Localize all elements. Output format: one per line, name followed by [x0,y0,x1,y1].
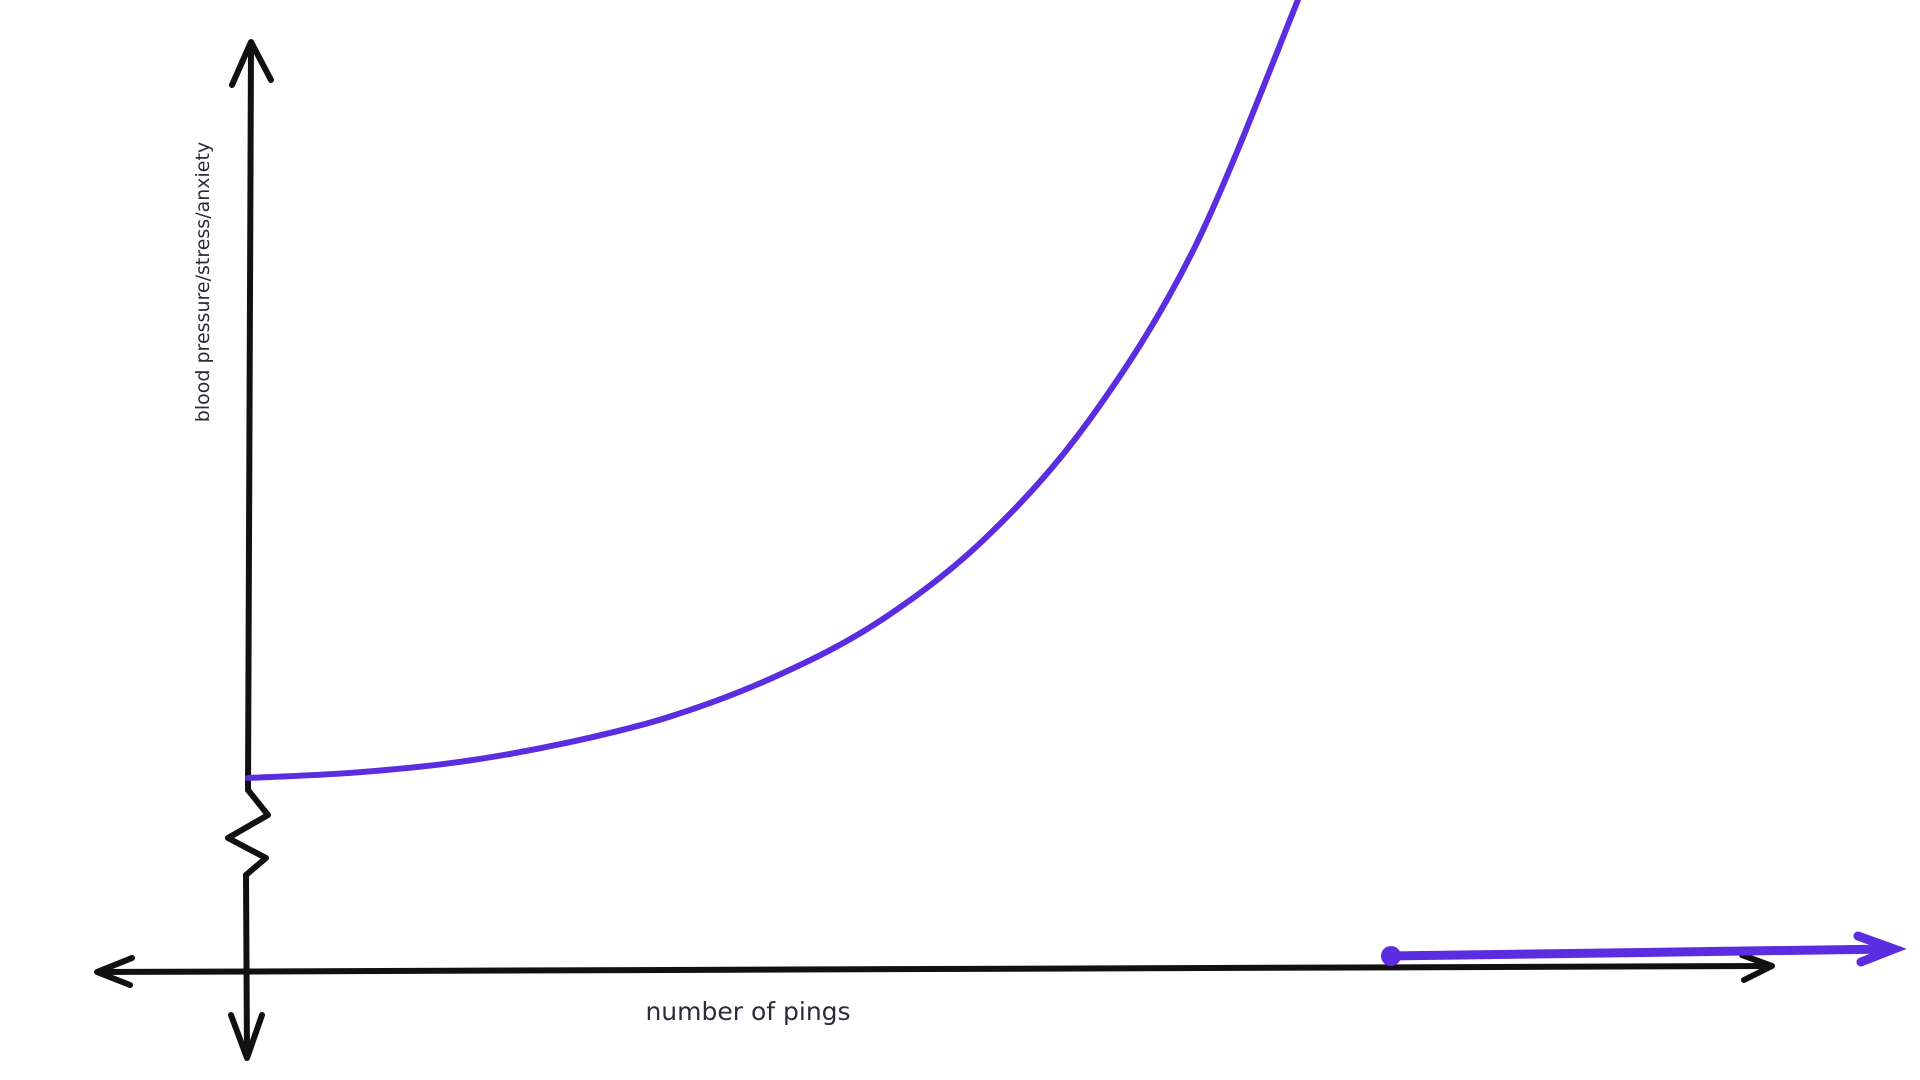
y-axis-line-upper [245,42,254,793]
x-axis-arrow-left [94,955,135,988]
x-axis-line [97,963,1773,975]
x-axis-arrow-right [1739,952,1775,983]
y-axis-arrow-up [229,39,274,88]
y-axis-line-lower [243,872,250,1058]
offscreen-arrow [1381,931,1907,967]
y-axis-break [225,787,271,878]
y-axis-arrow-down [228,1012,265,1061]
y-axis-label: blood pressure/stress/anxiety [192,142,214,422]
offscreen-arrow-shaft [1386,944,1895,961]
series-line [245,0,1302,781]
x-axis-label: number of pings [645,997,850,1026]
axes [94,39,1775,1061]
offscreen-arrow-head [1853,931,1907,967]
